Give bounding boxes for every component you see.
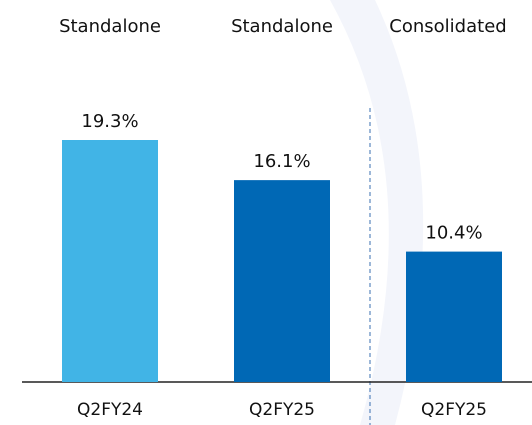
column-header: Standalone <box>59 16 161 37</box>
bar <box>406 251 502 382</box>
x-tick-label: Q2FY24 <box>77 400 143 420</box>
x-tick-label: Q2FY25 <box>421 400 487 420</box>
bar <box>234 180 330 382</box>
bar <box>62 140 158 382</box>
watermark <box>330 0 424 425</box>
value-label: 10.4% <box>425 223 482 244</box>
x-tick-label: Q2FY25 <box>249 400 315 420</box>
column-header: Standalone <box>231 16 333 37</box>
value-label: 19.3% <box>81 111 138 132</box>
column-header: Consolidated <box>389 16 506 37</box>
value-label: 16.1% <box>253 151 310 172</box>
